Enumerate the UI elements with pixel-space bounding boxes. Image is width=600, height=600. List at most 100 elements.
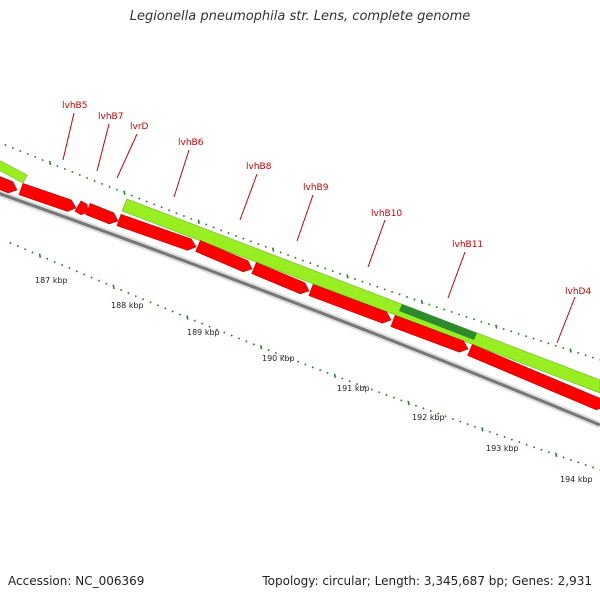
- minor-tick: [46, 257, 49, 260]
- major-tick: [495, 324, 498, 329]
- minor-tick: [562, 346, 565, 350]
- major-tick: [123, 190, 126, 195]
- minor-tick: [591, 356, 595, 359]
- scale-labels: 187 kbp 188 kbp 189 kbp 190 kbp 191 kbp …: [35, 276, 593, 484]
- minor-tick: [193, 319, 196, 322]
- minor-tick: [466, 422, 469, 426]
- major-tick: [554, 452, 558, 457]
- gene-arrow[interactable]: [195, 240, 253, 273]
- minor-tick: [53, 260, 56, 264]
- minor-tick: [502, 327, 505, 331]
- gene-label-lvhB5[interactable]: lvhB5: [62, 101, 87, 161]
- forward-feature-left[interactable]: [0, 158, 28, 184]
- gene-label-text: lvhB10: [371, 209, 402, 219]
- gene-arrow[interactable]: [18, 182, 77, 212]
- minor-tick: [279, 251, 282, 254]
- minor-tick: [488, 430, 491, 434]
- minor-tick: [378, 391, 381, 394]
- gene-label-lvhB8[interactable]: lvhB8: [239, 162, 272, 221]
- minor-tick: [97, 279, 101, 282]
- minor-tick: [153, 203, 156, 206]
- minor-tick: [208, 325, 211, 328]
- gene-label-lvhD4[interactable]: lvhD4: [556, 287, 591, 344]
- minor-tick: [428, 303, 431, 306]
- minor-tick: [100, 182, 104, 185]
- forward-feature-highlight[interactable]: [399, 304, 477, 340]
- reverse-strand: [0, 175, 600, 411]
- minor-tick: [532, 446, 536, 449]
- minor-tick: [201, 322, 204, 325]
- minor-tick: [540, 448, 543, 451]
- minor-tick: [86, 176, 89, 180]
- gene-label-text: lvhB6: [178, 138, 204, 148]
- forward-feature-main[interactable]: [121, 198, 600, 394]
- kbp-label: 188 kbp: [111, 301, 144, 310]
- major-tick: [333, 373, 337, 378]
- gene-arrow[interactable]: [85, 203, 119, 225]
- backbone: [0, 190, 600, 429]
- minor-tick: [16, 245, 19, 248]
- gene-label-lvhB9[interactable]: lvhB9: [296, 183, 329, 242]
- minor-tick: [215, 328, 219, 331]
- minor-tick: [71, 170, 74, 174]
- minor-tick: [413, 298, 416, 301]
- minor-tick: [182, 214, 186, 218]
- minor-tick: [443, 308, 446, 311]
- major-tick: [271, 247, 275, 252]
- gene-arrow[interactable]: [467, 344, 600, 411]
- minor-tick: [309, 262, 312, 265]
- minor-tick: [282, 354, 285, 358]
- minor-tick: [444, 415, 447, 418]
- minor-tick: [167, 209, 171, 212]
- major-tick: [112, 284, 115, 290]
- gene-arrow[interactable]: [74, 200, 89, 216]
- gene-label-lvhB10[interactable]: lvhB10: [367, 209, 402, 268]
- minor-tick: [338, 272, 342, 275]
- minor-tick: [331, 270, 334, 273]
- minor-tick: [31, 251, 34, 254]
- minor-tick: [190, 217, 193, 220]
- minor-tick: [142, 298, 145, 301]
- minor-tick: [11, 146, 14, 150]
- minor-tick: [569, 458, 573, 462]
- accession-text: Accession: NC_006369: [8, 574, 145, 588]
- forward-strand: [0, 158, 600, 394]
- minor-tick: [68, 267, 71, 270]
- gene-label-text: lvhB9: [303, 183, 329, 193]
- minor-tick: [264, 245, 267, 249]
- minor-tick: [4, 143, 7, 147]
- gene-label-lvhB7[interactable]: lvhB7: [96, 112, 123, 172]
- kbp-label: 192 kbp: [412, 413, 445, 422]
- gene-label-lvhB11[interactable]: lvhB11: [447, 240, 483, 299]
- minor-tick: [138, 197, 141, 200]
- minor-tick: [576, 351, 580, 355]
- genome-summary: Topology: circular; Length: 3,345,687 bp…: [262, 574, 592, 588]
- minor-tick: [465, 315, 468, 318]
- tick-marks: [4, 143, 600, 471]
- gene-arrow[interactable]: [390, 314, 469, 353]
- gene-arrow[interactable]: [251, 262, 310, 295]
- minor-tick: [457, 313, 461, 316]
- minor-tick: [160, 206, 163, 209]
- minor-tick: [450, 310, 453, 314]
- gene-label-lvhB6[interactable]: lvhB6: [173, 138, 204, 198]
- gene-arrow[interactable]: [116, 213, 197, 251]
- minor-tick: [547, 451, 550, 454]
- kbp-label: 194 kbp: [560, 475, 593, 484]
- minor-tick: [56, 164, 59, 168]
- minor-tick: [400, 399, 403, 402]
- gene-label-text: lvrD: [130, 122, 149, 132]
- minor-tick: [230, 334, 233, 337]
- gene-arrow[interactable]: [0, 175, 18, 194]
- minor-tick: [219, 229, 223, 232]
- minor-tick: [289, 357, 292, 360]
- major-tick: [38, 253, 42, 258]
- gene-arrow[interactable]: [308, 283, 392, 324]
- minor-tick: [487, 323, 490, 326]
- gene-label-lvrD[interactable]: lvrD: [116, 122, 149, 179]
- minor-tick: [319, 369, 322, 372]
- minor-tick: [175, 211, 178, 215]
- minor-tick: [304, 363, 307, 366]
- minor-tick: [296, 360, 300, 363]
